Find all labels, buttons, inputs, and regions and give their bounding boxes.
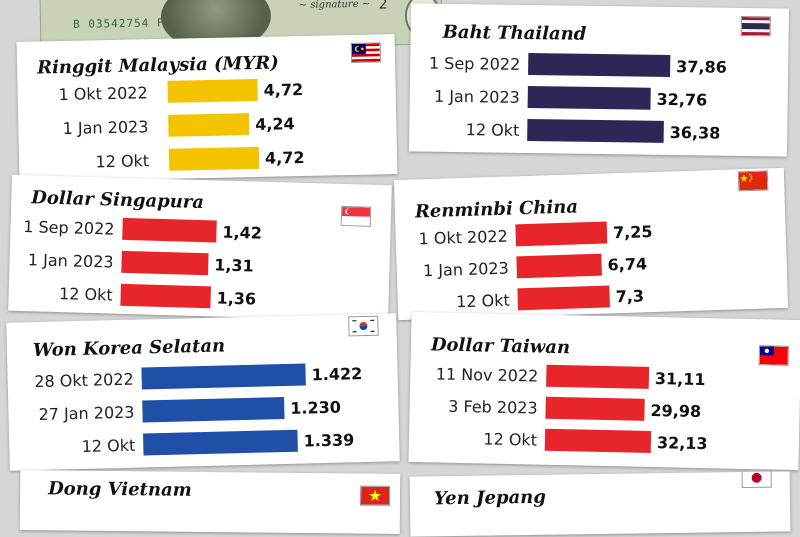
category-label: 27 Jan 2023 bbox=[38, 403, 134, 424]
category-label: 1 Sep 2022 bbox=[23, 217, 115, 239]
bar bbox=[527, 86, 651, 110]
value-label: 31,11 bbox=[655, 369, 706, 389]
bar-chart-china: 1 Okt 2022 7,25 1 Jan 2023 6,74 12 Okt 7,3 bbox=[418, 221, 653, 312]
category-label: 12 Okt bbox=[95, 151, 149, 171]
category-label: 12 Okt bbox=[456, 291, 510, 312]
taiwan-flag-icon bbox=[758, 345, 789, 366]
bar bbox=[528, 53, 671, 77]
category-label: 28 Okt 2022 bbox=[34, 370, 134, 391]
singapore-flag-icon bbox=[340, 205, 372, 227]
value-label: 4,24 bbox=[255, 114, 295, 134]
bar-chart-malaysia: 1 Okt 2022 4,72 1 Jan 2023 4,24 12 Okt 4,72 bbox=[58, 78, 305, 171]
category-label: 1 Okt 2022 bbox=[418, 227, 508, 249]
value-label: 4,72 bbox=[265, 148, 305, 168]
bar bbox=[168, 146, 260, 171]
bar bbox=[122, 217, 217, 243]
bar bbox=[167, 78, 258, 103]
chart-card-south-korea: Won Korea Selatan 28 Okt 2022 1.422 27 Jan… bbox=[6, 313, 400, 471]
chart-card-vietnam: Dong Vietnam bbox=[19, 470, 401, 534]
chart-card-thailand: Baht Thailand 1 Sep 2022 37,86 1 Jan 2023 3… bbox=[408, 3, 790, 157]
value-label: 1,42 bbox=[222, 223, 262, 243]
value-label: 1.230 bbox=[290, 398, 341, 418]
japan-flag-icon bbox=[741, 471, 772, 489]
category-label: 1 Sep 2022 bbox=[429, 54, 520, 74]
category-label: 12 Okt bbox=[483, 429, 537, 449]
category-label: 1 Okt 2022 bbox=[58, 83, 148, 104]
value-label: 36,38 bbox=[670, 123, 721, 143]
value-label: 1,31 bbox=[214, 255, 254, 275]
banknote-digit: 2 bbox=[378, 0, 388, 13]
china-flag-icon bbox=[737, 170, 769, 192]
chart-title: Yen Jepang bbox=[433, 486, 547, 510]
category-label: 12 Okt bbox=[466, 120, 520, 140]
category-label: 11 Nov 2022 bbox=[436, 364, 539, 385]
chart-card-taiwan: Dollar Taiwan 11 Nov 2022 31,11 3 Feb 2023… bbox=[408, 311, 800, 471]
value-label: 7,25 bbox=[613, 222, 653, 242]
banknote-signature: ~ signature ~ bbox=[298, 0, 371, 11]
bar bbox=[516, 253, 602, 279]
bar bbox=[142, 397, 285, 423]
south-korea-flag-icon bbox=[348, 315, 379, 337]
category-label: 1 Jan 2023 bbox=[62, 117, 148, 138]
value-label: 37,86 bbox=[676, 57, 727, 77]
category-label: 1 Jan 2023 bbox=[434, 87, 520, 107]
bar bbox=[168, 113, 250, 137]
value-label: 4,72 bbox=[263, 80, 303, 100]
category-label: 1 Jan 2023 bbox=[28, 250, 114, 271]
category-label: 12 Okt bbox=[59, 284, 113, 304]
value-label: 1.422 bbox=[311, 364, 362, 384]
bar bbox=[546, 364, 650, 389]
bar bbox=[544, 428, 652, 453]
bar-chart-singapore: 1 Sep 2022 1,42 1 Jan 2023 1,31 12 Okt 1,36 bbox=[23, 217, 262, 309]
bar bbox=[141, 363, 306, 390]
bar-chart-thailand: 1 Sep 2022 37,86 1 Jan 2023 32,76 12 Okt 36,3… bbox=[429, 53, 727, 143]
bar-chart-south-korea: 28 Okt 2022 1.422 27 Jan 2023 1.230 12 Okt 1.… bbox=[34, 363, 362, 456]
category-label: 3 Feb 2023 bbox=[448, 397, 538, 418]
malaysia-flag-icon bbox=[350, 42, 382, 63]
bar bbox=[517, 285, 611, 311]
value-label: 1,36 bbox=[216, 288, 256, 308]
value-label: 7,3 bbox=[615, 286, 644, 306]
chart-card-japan: Yen Jepang bbox=[409, 471, 791, 537]
value-label: 32,76 bbox=[656, 90, 707, 110]
category-label: 12 Okt bbox=[81, 436, 135, 456]
vietnam-flag-icon bbox=[359, 485, 391, 506]
bar bbox=[142, 429, 298, 456]
chart-title: Dong Vietnam bbox=[48, 478, 192, 501]
thailand-flag-icon bbox=[740, 15, 771, 37]
chart-card-china: Renminbi China 1 Okt 2022 7,25 1 Jan 2023 6… bbox=[393, 167, 789, 321]
bar-chart-taiwan: 11 Nov 2022 31,11 3 Feb 2023 29,98 12 Okt 32,… bbox=[436, 364, 708, 453]
bar bbox=[545, 396, 645, 421]
bar bbox=[120, 283, 211, 309]
bar bbox=[527, 119, 664, 143]
bar bbox=[515, 221, 608, 247]
chart-card-singapore: Dollar Singapura 1 Sep 2022 1,42 1 Jan 202… bbox=[8, 174, 392, 322]
chart-card-malaysia: Ringgit Malaysia (MYR) 1 Okt 2022 4,72 1 J… bbox=[16, 34, 398, 182]
value-label: 1.339 bbox=[303, 430, 354, 450]
value-label: 6,74 bbox=[607, 254, 647, 274]
category-label: 1 Jan 2023 bbox=[423, 259, 509, 281]
banknote-serial: B 03542754 F bbox=[72, 16, 165, 31]
value-label: 32,13 bbox=[657, 433, 708, 453]
value-label: 29,98 bbox=[650, 401, 701, 421]
bar bbox=[121, 250, 209, 276]
